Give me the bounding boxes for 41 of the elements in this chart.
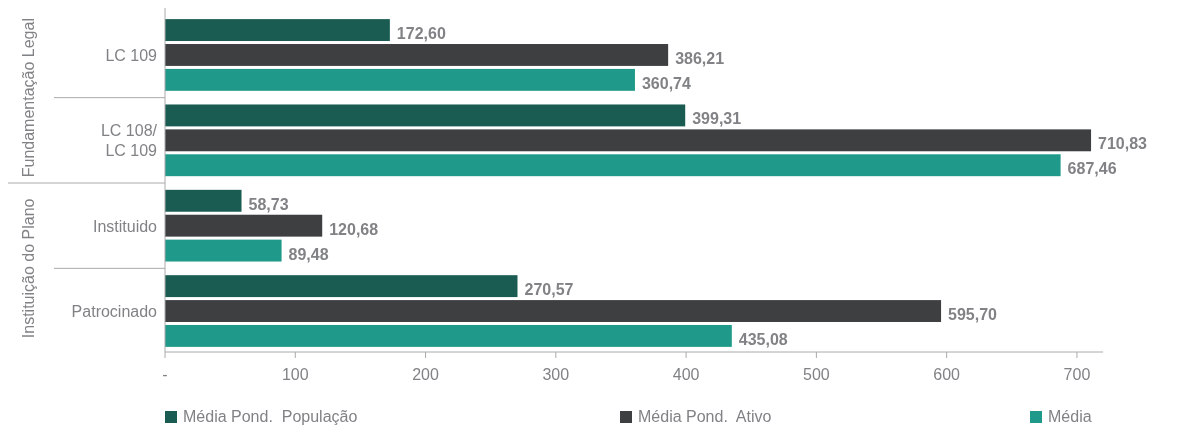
bar <box>165 239 282 262</box>
legend-label: Média <box>1048 408 1092 425</box>
y-tick-label: LC 108/ LC 109 <box>100 122 158 160</box>
data-label: 687,46 <box>1067 160 1117 178</box>
x-tick-label: 500 <box>803 366 830 383</box>
data-label: 710,83 <box>1098 135 1148 153</box>
x-tick-label: 100 <box>281 366 309 383</box>
y-tick-label: LC 109 <box>105 46 158 64</box>
bar <box>165 44 669 66</box>
x-tick-label: 400 <box>672 366 700 383</box>
x-tick-label: 200 <box>412 366 439 383</box>
bar <box>165 68 635 91</box>
x-tick-label: - <box>162 366 168 383</box>
bar <box>165 300 942 322</box>
legend-label: Média Pond. População <box>183 408 358 425</box>
data-label: 595,70 <box>948 306 998 324</box>
data-label: 89,48 <box>288 245 329 263</box>
x-tick-label: 300 <box>542 366 570 383</box>
data-label: 58,73 <box>248 195 289 213</box>
bar <box>165 214 323 237</box>
bar <box>165 154 1061 177</box>
data-label: 386,21 <box>675 49 725 67</box>
y-tick-label: Instituido <box>92 217 158 235</box>
bar <box>165 189 242 212</box>
data-label: 270,57 <box>524 281 574 299</box>
text: Fundamentação Legal <box>20 18 37 178</box>
data-label: 435,08 <box>738 330 788 348</box>
data-label: 172,60 <box>396 25 446 43</box>
data-label: 399,31 <box>692 110 742 128</box>
bar <box>165 324 732 347</box>
data-label: 360,74 <box>641 74 691 92</box>
bar <box>165 275 518 298</box>
bar <box>165 104 686 127</box>
y-tick-label: Patrocinado <box>71 303 158 321</box>
bar <box>165 129 1092 152</box>
legend-label: Média Pond. Ativo <box>638 408 772 425</box>
x-tick-label: 700 <box>1063 366 1091 383</box>
bar <box>165 19 390 42</box>
data-label: 120,68 <box>329 220 379 238</box>
x-tick-label: 600 <box>933 366 961 383</box>
text: Instituição do Plano <box>20 198 37 339</box>
